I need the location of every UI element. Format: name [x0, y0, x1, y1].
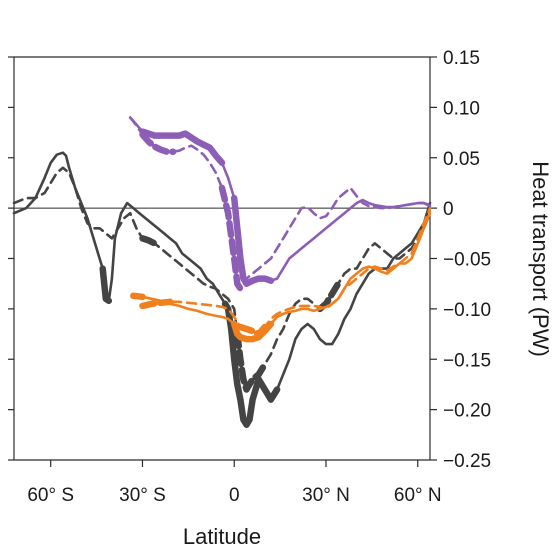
y-tick-label: 0: [443, 199, 454, 220]
x-tick-label: 30° S: [119, 485, 166, 506]
y-tick-label: −0.20: [443, 401, 491, 422]
series-line: [141, 206, 432, 336]
series-significant-segment: [130, 292, 146, 301]
series-significant-segment: [234, 330, 269, 393]
series-line: [128, 116, 432, 290]
series-significant-segment: [218, 184, 247, 292]
series-0: [12, 151, 432, 428]
plot-frame: [13, 56, 431, 461]
y-tick-label: 0.05: [443, 149, 480, 170]
y-tick-label: −0.15: [443, 350, 491, 371]
series-significant-segment: [99, 265, 113, 305]
series-4: [128, 116, 432, 287]
series-significant-segment: [139, 235, 158, 247]
y-tick-label: −0.05: [443, 250, 491, 271]
series-5: [128, 116, 432, 292]
series-significant-segment: [230, 194, 275, 287]
series-3: [139, 206, 432, 338]
x-tick-label: 30° N: [302, 485, 350, 506]
series-significant-segment: [139, 298, 174, 310]
series-significant-segment: [139, 131, 177, 155]
y-tick-label: −0.10: [443, 300, 491, 321]
y-axis-title: Heat transport (PW): [528, 161, 553, 357]
x-tick-label: 60° N: [394, 485, 442, 506]
series-line: [132, 211, 432, 341]
series-significant-segment: [139, 128, 226, 167]
x-tick-label: 0: [229, 485, 240, 506]
y-tick-label: 0.15: [443, 48, 480, 69]
y-tick-label: 0.10: [443, 98, 480, 119]
series-significant-segment: [237, 323, 269, 338]
y-tick-label: −0.25: [443, 451, 491, 472]
series-2: [130, 211, 432, 343]
series-significant-segment: [221, 300, 281, 428]
series-significant-segment: [316, 280, 342, 313]
series-layer: [12, 116, 432, 428]
x-axis-title: Latitude: [183, 524, 261, 549]
ticks-layer: 60° S 30° S 0 30° N 60° N 0.15 0.10 0.05 0 −0.05 −…: [8, 48, 491, 506]
x-tick-label: 60° S: [27, 485, 74, 506]
